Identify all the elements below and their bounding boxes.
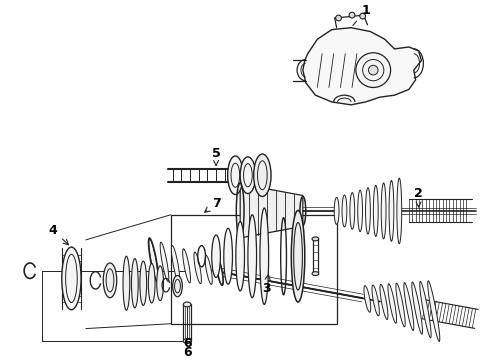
Ellipse shape: [312, 237, 319, 241]
Ellipse shape: [428, 281, 440, 341]
Text: 2: 2: [414, 187, 423, 207]
Text: 1: 1: [353, 4, 370, 26]
Text: 3: 3: [262, 275, 270, 294]
Ellipse shape: [404, 283, 414, 330]
Ellipse shape: [131, 258, 138, 308]
Ellipse shape: [183, 249, 191, 283]
Ellipse shape: [334, 197, 339, 224]
Ellipse shape: [224, 228, 232, 284]
Ellipse shape: [62, 247, 81, 310]
Ellipse shape: [240, 157, 256, 194]
Ellipse shape: [103, 263, 117, 298]
Ellipse shape: [397, 178, 402, 244]
Ellipse shape: [372, 285, 379, 316]
Ellipse shape: [389, 180, 394, 241]
Ellipse shape: [381, 183, 386, 239]
Ellipse shape: [366, 188, 370, 234]
Text: 6: 6: [183, 337, 192, 351]
Ellipse shape: [420, 282, 431, 338]
Text: 7: 7: [205, 197, 220, 212]
Ellipse shape: [212, 235, 220, 278]
Ellipse shape: [373, 185, 378, 237]
Ellipse shape: [148, 264, 155, 303]
Ellipse shape: [312, 272, 319, 275]
Polygon shape: [240, 184, 303, 238]
Text: 4: 4: [49, 224, 69, 245]
Ellipse shape: [140, 261, 147, 305]
Ellipse shape: [248, 215, 257, 298]
Ellipse shape: [149, 239, 158, 281]
Ellipse shape: [183, 339, 191, 343]
Ellipse shape: [358, 190, 363, 231]
Ellipse shape: [217, 258, 223, 285]
Ellipse shape: [160, 242, 169, 282]
Ellipse shape: [172, 246, 180, 282]
Circle shape: [336, 15, 342, 21]
Circle shape: [356, 53, 391, 87]
Ellipse shape: [380, 284, 388, 320]
Ellipse shape: [194, 252, 201, 284]
Ellipse shape: [291, 211, 305, 302]
Ellipse shape: [172, 275, 182, 297]
Text: 5: 5: [212, 147, 220, 166]
Circle shape: [360, 13, 366, 19]
Ellipse shape: [157, 266, 164, 301]
Circle shape: [368, 65, 378, 75]
Ellipse shape: [342, 195, 347, 227]
Ellipse shape: [123, 256, 130, 310]
Ellipse shape: [228, 156, 243, 194]
Ellipse shape: [236, 221, 245, 291]
Ellipse shape: [205, 255, 212, 284]
Ellipse shape: [364, 285, 371, 312]
Ellipse shape: [388, 284, 396, 323]
Ellipse shape: [260, 208, 269, 305]
Text: 6: 6: [183, 346, 192, 359]
Polygon shape: [303, 28, 421, 105]
Ellipse shape: [254, 154, 271, 197]
Ellipse shape: [396, 283, 405, 327]
Circle shape: [349, 12, 355, 18]
Ellipse shape: [350, 193, 355, 229]
Ellipse shape: [183, 302, 191, 307]
Ellipse shape: [412, 282, 422, 334]
